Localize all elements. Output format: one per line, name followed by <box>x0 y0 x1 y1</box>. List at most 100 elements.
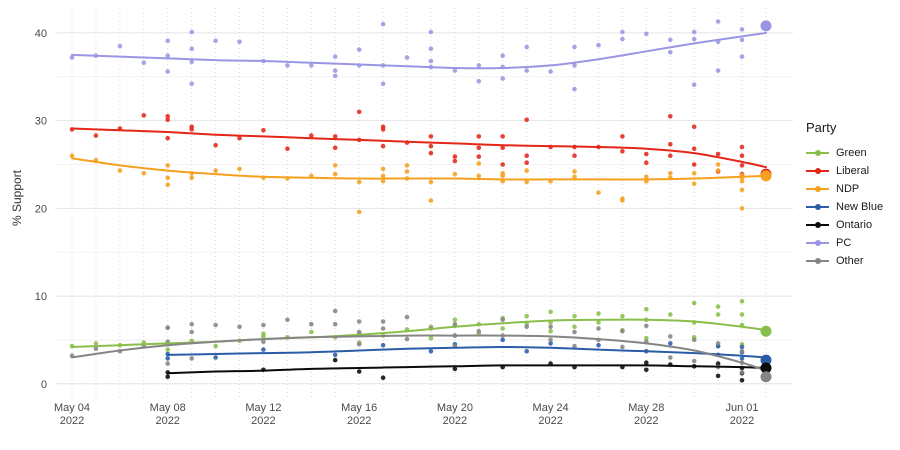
pc-data-point <box>189 46 194 51</box>
other-data-point <box>668 355 673 360</box>
other-data-point <box>189 356 194 361</box>
other-data-point <box>189 321 194 327</box>
legend-item-ontario: Ontario <box>806 216 883 234</box>
other-data-point <box>309 321 314 327</box>
x-tick-label-date: May 24 <box>533 402 569 414</box>
ndp-data-point <box>691 181 697 187</box>
other-data-point <box>739 349 745 354</box>
pc-data-point <box>715 19 721 24</box>
other-data-point <box>404 336 410 342</box>
new-blue-data-point <box>524 349 529 354</box>
liberal-data-point <box>739 163 745 168</box>
pc-data-point <box>668 49 673 55</box>
election-result-dot-ndp <box>760 170 772 182</box>
ontario-data-point <box>380 375 386 381</box>
pc-data-point <box>332 73 338 79</box>
ndp-data-point <box>404 163 410 168</box>
legend-label: Liberal <box>836 165 870 177</box>
legend-items: Green Liberal NDP New Blue Ontario PC Other <box>806 144 883 270</box>
green-data-point <box>596 311 601 316</box>
legend-title: Party <box>806 120 837 135</box>
x-tick-label-date: May 20 <box>437 402 473 414</box>
pc-data-point <box>500 53 506 58</box>
other-data-point <box>332 321 338 327</box>
ndp-data-point <box>69 153 75 158</box>
ontario-data-point <box>739 378 745 383</box>
pc-data-point <box>500 76 506 81</box>
ndp-data-point <box>380 166 386 172</box>
pc-data-point <box>165 69 170 74</box>
legend-item-liberal: Liberal <box>806 162 883 180</box>
ndp-data-point <box>668 171 673 176</box>
pc-data-point <box>620 36 625 42</box>
green-data-point <box>596 320 601 325</box>
liberal-data-point <box>428 134 434 139</box>
pc-data-point <box>428 29 434 35</box>
series-pc-points <box>69 19 745 92</box>
y-axis-title: % Support <box>10 169 24 227</box>
y-tick-label: 20 <box>35 203 47 215</box>
x-tick-label-year: 2022 <box>155 415 179 427</box>
liberal-data-point <box>213 142 218 148</box>
other-data-point <box>644 323 649 329</box>
liberal-data-point <box>380 127 386 132</box>
legend-item-other: Other <box>806 252 883 270</box>
pc-data-point <box>596 42 601 48</box>
legend-label: Green <box>836 147 867 159</box>
other-data-point <box>165 325 170 331</box>
pc-data-point <box>476 63 482 68</box>
ontario-data-point <box>452 366 458 372</box>
green-data-point <box>739 312 745 317</box>
pc-data-point <box>332 68 338 73</box>
ndp-data-point <box>237 166 242 172</box>
liberal-data-point <box>500 134 506 139</box>
liberal-data-point <box>141 113 147 118</box>
legend-label: PC <box>836 237 852 249</box>
other-data-point <box>356 329 362 335</box>
pc-data-point <box>739 37 745 43</box>
new-blue-data-point <box>739 344 745 350</box>
other-data-point <box>261 322 266 328</box>
new-blue-data-point <box>500 337 506 343</box>
pc-data-point <box>572 86 577 92</box>
other-data-point <box>500 317 506 323</box>
liberal-data-point <box>572 153 577 158</box>
x-tick-label-date: May 12 <box>245 402 281 414</box>
ontario-data-point <box>165 374 170 380</box>
series-other-trend-line <box>71 334 767 372</box>
liberal-data-point <box>165 135 170 141</box>
pc-data-point <box>572 63 577 68</box>
liberal-data-point <box>644 160 649 165</box>
liberal-data-point <box>476 154 482 159</box>
pc-data-point <box>691 29 697 35</box>
liberal-data-point <box>93 133 99 138</box>
liberal-data-point <box>500 145 506 151</box>
ndp-data-point <box>524 168 529 173</box>
liberal-data-point <box>428 150 434 156</box>
liberal-data-point <box>524 117 529 123</box>
liberal-data-point <box>356 109 362 115</box>
liberal-data-point <box>332 145 338 151</box>
other-data-point <box>261 339 266 345</box>
liberal-data-point <box>237 135 242 141</box>
y-tick-label: 0 <box>41 379 47 391</box>
pc-data-point <box>428 58 434 64</box>
series-liberal-trend-line <box>71 127 767 169</box>
liberal-data-point <box>668 153 673 158</box>
green-data-point <box>715 304 721 309</box>
y-tick-label: 10 <box>35 291 47 303</box>
legend-item-green: Green <box>806 144 883 162</box>
pc-data-point <box>739 54 745 59</box>
new-blue-data-point <box>739 356 745 361</box>
x-tick-label-year: 2022 <box>730 415 754 427</box>
liberal-data-point <box>524 160 529 165</box>
x-tick-label-year: 2022 <box>443 415 467 427</box>
series-green-trend-line <box>71 318 767 348</box>
pc-data-point <box>691 82 697 87</box>
pc-data-point <box>644 31 649 37</box>
green-data-point <box>644 306 649 312</box>
ontario-data-point <box>644 360 649 366</box>
liberal-data-point <box>668 114 673 119</box>
